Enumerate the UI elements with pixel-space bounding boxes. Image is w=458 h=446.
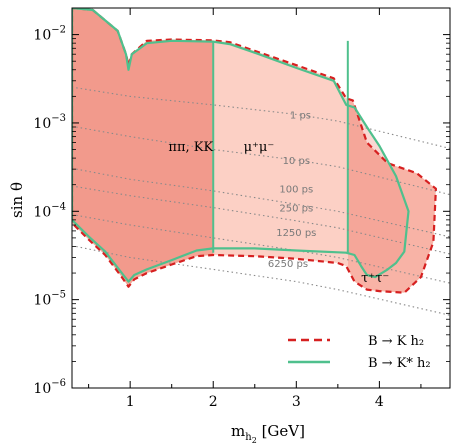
hadronic-overlap <box>72 8 214 282</box>
series-outline-1 <box>72 8 437 294</box>
region-label-3: τ⁺τ⁻ <box>361 271 389 286</box>
region-labels: ππ, KK μ⁺μ⁻ τ⁺τ⁻ <box>168 140 389 286</box>
region-label-2: μ⁺μ⁻ <box>244 140 275 155</box>
lifetime-label-5: 1250 ps <box>276 228 316 239</box>
x-tick-label-4: 4 <box>375 394 384 410</box>
x-axis: 1 2 3 4 <box>88 8 422 410</box>
y-tick-label-3: 10−4 <box>33 201 66 220</box>
hadronic-band <box>72 8 214 287</box>
lifetime-labels: 1 ps 10 ps 100 ps 250 ps 1250 ps 6250 ps <box>268 110 316 270</box>
legend-label-1: B → K h₂ <box>368 334 424 349</box>
tau-overlap <box>347 105 409 278</box>
tau-band <box>347 98 436 293</box>
y-axis: 10−2 10−3 10−4 10−5 10−6 <box>33 7 450 397</box>
lifetime-label-2: 10 ps <box>283 156 310 167</box>
x-axis-title: mh2 [GeV] <box>231 422 305 445</box>
y-tick-label-2: 10−3 <box>33 113 66 132</box>
lifetime-label-6: 6250 ps <box>268 259 308 270</box>
y-tick-label-1: 10−2 <box>33 25 66 44</box>
x-tick-label-3: 3 <box>292 394 301 410</box>
muon-band <box>213 40 348 270</box>
lifetime-curve-5 <box>76 214 450 284</box>
legend: B → K h₂ B → K* h₂ <box>288 334 431 371</box>
series-outline-2 <box>72 8 410 283</box>
series-outlines <box>72 8 437 294</box>
lifetime-label-4: 250 ps <box>279 204 313 215</box>
lifetime-curve-2 <box>76 126 450 196</box>
lifetime-curve-3 <box>76 168 450 238</box>
lifetime-curve-4 <box>76 186 450 255</box>
lifetime-label-3: 100 ps <box>279 185 313 196</box>
lifetime-label-1: 1 ps <box>290 110 311 121</box>
y-axis-title: sin θ <box>8 182 26 218</box>
legend-label-2: B → K* h₂ <box>368 356 431 371</box>
y-tick-label-5: 10−6 <box>33 378 66 397</box>
lifetime-contours <box>76 87 450 316</box>
lifetime-curve-6 <box>76 245 450 316</box>
excluded-regions <box>72 8 436 293</box>
region-label-1: ππ, KK <box>168 140 213 155</box>
x-tick-label-2: 2 <box>209 394 218 410</box>
lifetime-curve-1 <box>76 87 450 150</box>
x-tick-label-1: 1 <box>126 394 135 410</box>
plot-frame <box>71 7 451 389</box>
y-tick-label-4: 10−5 <box>33 290 66 309</box>
